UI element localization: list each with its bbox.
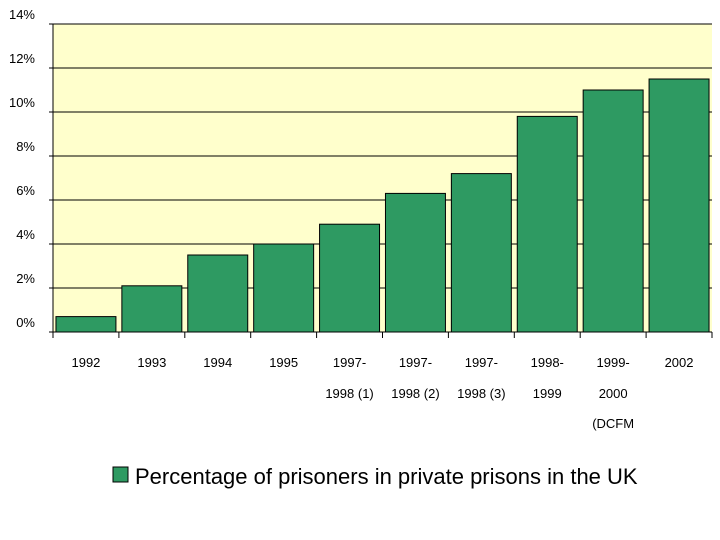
- x-tick-label: 1997-: [465, 355, 498, 370]
- x-tick-label: 1998 (2): [391, 386, 439, 401]
- bar: [384, 192, 446, 333]
- y-tick-label: 12%: [9, 51, 35, 66]
- y-tick-label: 14%: [9, 7, 35, 22]
- x-tick-label: 1998 (3): [457, 386, 505, 401]
- x-tick-label: 2000: [599, 386, 628, 401]
- y-tick-label: 4%: [16, 227, 35, 242]
- bar: [253, 243, 315, 333]
- legend-swatch: [112, 466, 129, 483]
- x-tick-label: 1999: [533, 386, 562, 401]
- bar: [582, 89, 644, 333]
- bar: [516, 115, 578, 333]
- y-axis-ticks: 0% 2% 4% 6% 8% 10% 12% 14%: [9, 7, 53, 333]
- x-tick-label: 1998 (1): [325, 386, 373, 401]
- x-tick-label: 1992: [71, 355, 100, 370]
- axes: [52, 24, 713, 338]
- bar: [187, 254, 249, 333]
- y-tick-label: 0%: [16, 315, 35, 330]
- x-tick-label: 1993: [137, 355, 166, 370]
- bar: [319, 223, 381, 333]
- x-tick-label: 1997-: [399, 355, 432, 370]
- legend-label: Percentage of prisoners in private priso…: [135, 464, 638, 489]
- bar: [450, 173, 512, 333]
- bar: [121, 285, 183, 333]
- x-tick-label: 2002: [665, 355, 694, 370]
- bar: [648, 78, 710, 333]
- y-tick-label: 6%: [16, 183, 35, 198]
- x-tick-label: (DCFM: [592, 416, 634, 431]
- legend: Percentage of prisoners in private priso…: [112, 464, 638, 489]
- x-tick-label: 1999-: [597, 355, 630, 370]
- x-tick-label: 1997-: [333, 355, 366, 370]
- x-tick-label: 1998-: [531, 355, 564, 370]
- y-tick-label: 2%: [16, 271, 35, 286]
- y-tick-label: 8%: [16, 139, 35, 154]
- x-tick-label: 1994: [203, 355, 232, 370]
- x-axis-labels: 1992 1993 1994 1995 1997- 1998 (1) 1997- 1998 (…: [71, 355, 693, 431]
- x-tick-label: 1995: [269, 355, 298, 370]
- bars: [55, 78, 710, 333]
- bar: [55, 316, 117, 333]
- y-tick-label: 10%: [9, 95, 35, 110]
